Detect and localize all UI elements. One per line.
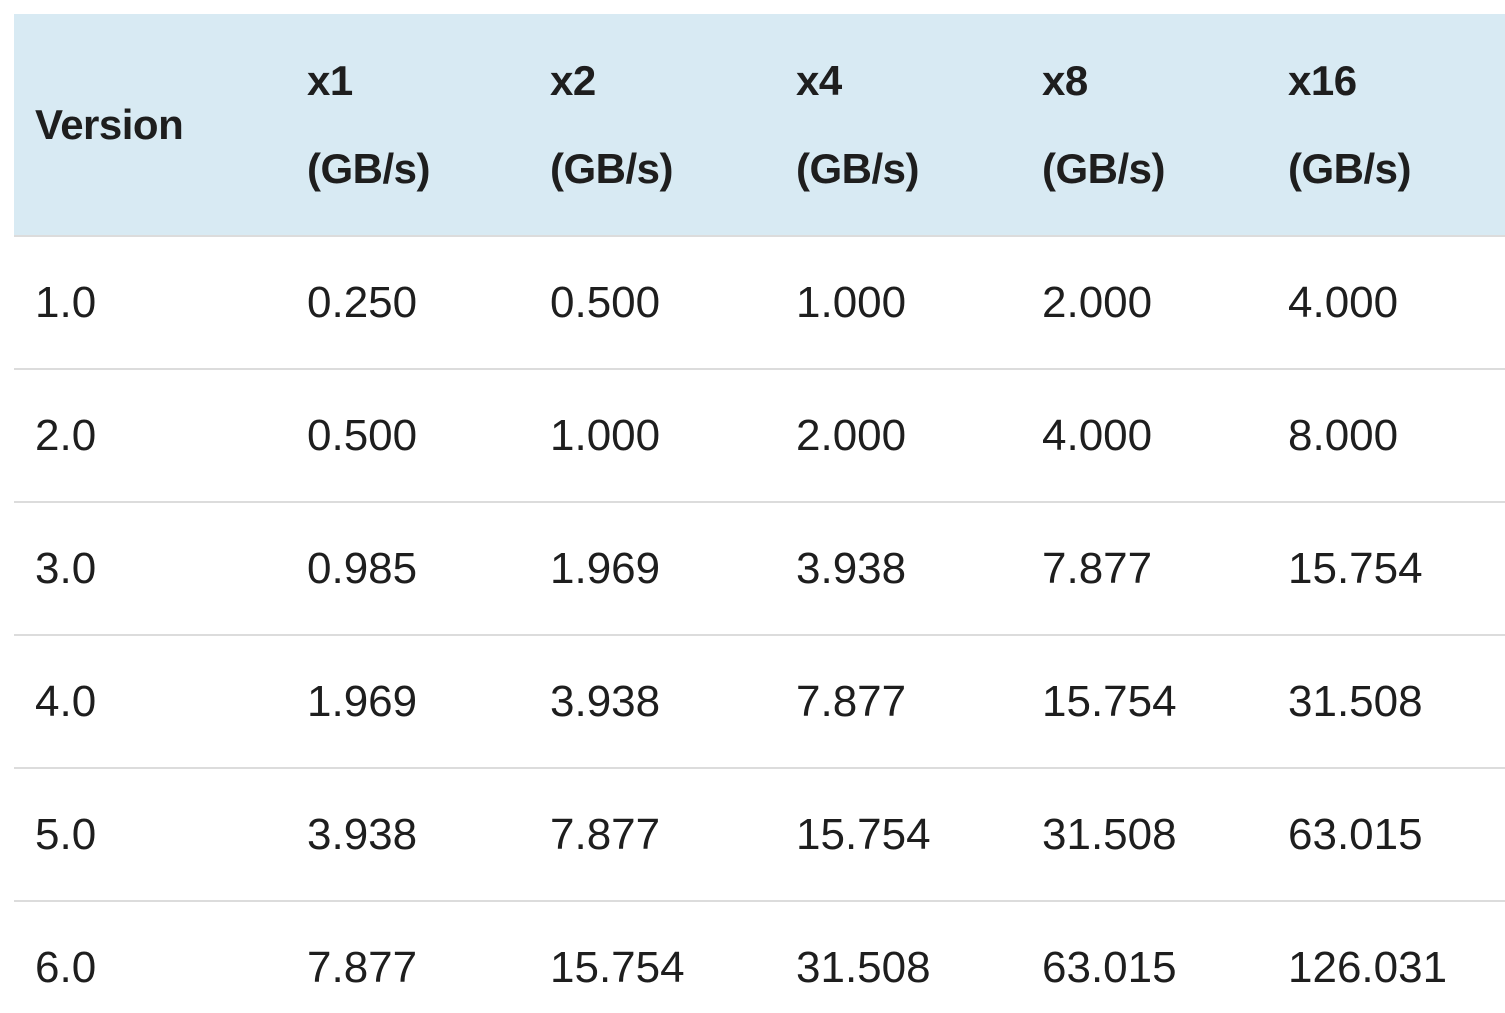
- value-cell: 3.938: [529, 634, 775, 768]
- value-cell: 8.000: [1267, 368, 1505, 502]
- table-header: Version x1 (GB/s) x2 (GB/s) x4 (GB/s) x8…: [14, 14, 1505, 236]
- value-cell: 31.508: [1021, 767, 1267, 901]
- header-unit: (GB/s): [1288, 144, 1412, 192]
- value-cell: 0.500: [286, 368, 529, 502]
- table-row: 5.0 3.938 7.877 15.754 31.508 63.015: [14, 767, 1505, 901]
- table-body: 1.0 0.250 0.500 1.000 2.000 4.000 2.0 0.…: [14, 235, 1505, 1013]
- table-row: 3.0 0.985 1.969 3.938 7.877 15.754: [14, 501, 1505, 635]
- header-unit: (GB/s): [550, 144, 674, 192]
- header-label: x8: [1042, 56, 1088, 104]
- header-unit: (GB/s): [1042, 144, 1166, 192]
- value-cell: 0.985: [286, 501, 529, 635]
- header-label: Version: [35, 100, 184, 148]
- column-header-x16: x16 (GB/s): [1267, 14, 1505, 236]
- column-header-x4: x4 (GB/s): [775, 14, 1021, 236]
- value-cell: 0.500: [529, 235, 775, 369]
- version-cell: 4.0: [14, 634, 286, 768]
- header-label: x2: [550, 56, 596, 104]
- column-header-x1: x1 (GB/s): [286, 14, 529, 236]
- value-cell: 31.508: [775, 900, 1021, 1013]
- header-label: x16: [1288, 56, 1357, 104]
- value-cell: 31.508: [1267, 634, 1505, 768]
- table-row: 6.0 7.877 15.754 31.508 63.015 126.031: [14, 900, 1505, 1013]
- value-cell: 0.250: [286, 235, 529, 369]
- table-row: 4.0 1.969 3.938 7.877 15.754 31.508: [14, 634, 1505, 768]
- version-cell: 1.0: [14, 235, 286, 369]
- column-header-x2: x2 (GB/s): [529, 14, 775, 236]
- table-row: 1.0 0.250 0.500 1.000 2.000 4.000: [14, 235, 1505, 369]
- header-row: Version x1 (GB/s) x2 (GB/s) x4 (GB/s) x8…: [14, 14, 1505, 236]
- value-cell: 15.754: [1021, 634, 1267, 768]
- value-cell: 15.754: [529, 900, 775, 1013]
- header-label: x1: [307, 56, 353, 104]
- value-cell: 3.938: [775, 501, 1021, 635]
- value-cell: 63.015: [1267, 767, 1505, 901]
- header-unit: (GB/s): [307, 144, 431, 192]
- value-cell: 15.754: [775, 767, 1021, 901]
- value-cell: 7.877: [1021, 501, 1267, 635]
- value-cell: 2.000: [775, 368, 1021, 502]
- column-header-version: Version: [14, 14, 286, 236]
- value-cell: 4.000: [1267, 235, 1505, 369]
- value-cell: 1.969: [529, 501, 775, 635]
- header-label: x4: [796, 56, 842, 104]
- table-row: 2.0 0.500 1.000 2.000 4.000 8.000: [14, 368, 1505, 502]
- value-cell: 1.000: [529, 368, 775, 502]
- value-cell: 2.000: [1021, 235, 1267, 369]
- header-unit: (GB/s): [796, 144, 920, 192]
- value-cell: 1.969: [286, 634, 529, 768]
- value-cell: 7.877: [286, 900, 529, 1013]
- version-cell: 3.0: [14, 501, 286, 635]
- version-cell: 6.0: [14, 900, 286, 1013]
- value-cell: 3.938: [286, 767, 529, 901]
- value-cell: 7.877: [529, 767, 775, 901]
- version-cell: 2.0: [14, 368, 286, 502]
- value-cell: 126.031: [1267, 900, 1505, 1013]
- value-cell: 7.877: [775, 634, 1021, 768]
- value-cell: 63.015: [1021, 900, 1267, 1013]
- version-cell: 5.0: [14, 767, 286, 901]
- value-cell: 4.000: [1021, 368, 1267, 502]
- column-header-x8: x8 (GB/s): [1021, 14, 1267, 236]
- value-cell: 15.754: [1267, 501, 1505, 635]
- bandwidth-table: Version x1 (GB/s) x2 (GB/s) x4 (GB/s) x8…: [14, 14, 1505, 1013]
- value-cell: 1.000: [775, 235, 1021, 369]
